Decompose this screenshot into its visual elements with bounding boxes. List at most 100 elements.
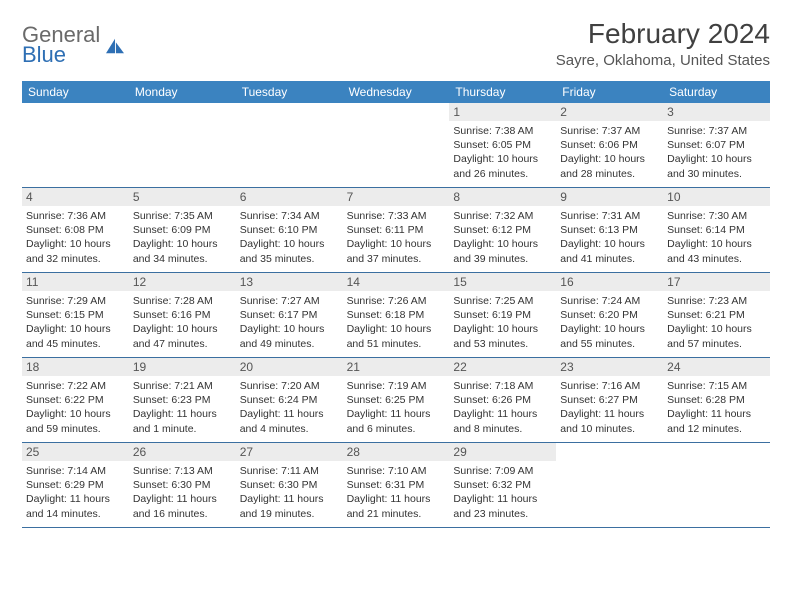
sunset-line: Sunset: 6:22 PM xyxy=(26,393,125,407)
logo: General Blue xyxy=(22,18,126,66)
day-cell: 2Sunrise: 7:37 AMSunset: 6:06 PMDaylight… xyxy=(556,103,663,187)
day-number: 17 xyxy=(663,273,770,291)
sunrise-line: Sunrise: 7:27 AM xyxy=(240,294,339,308)
weeks-container: ....1Sunrise: 7:38 AMSunset: 6:05 PMDayl… xyxy=(22,103,770,528)
weekday-header-row: SundayMondayTuesdayWednesdayThursdayFrid… xyxy=(22,81,770,103)
week-row: ....1Sunrise: 7:38 AMSunset: 6:05 PMDayl… xyxy=(22,103,770,188)
day-number: 8 xyxy=(449,188,556,206)
day-number: 15 xyxy=(449,273,556,291)
sunset-line: Sunset: 6:05 PM xyxy=(453,138,552,152)
daylight-line: Daylight: 10 hours and 59 minutes. xyxy=(26,407,125,435)
weekday-header: Sunday xyxy=(22,81,129,103)
sunrise-line: Sunrise: 7:28 AM xyxy=(133,294,232,308)
month-title: February 2024 xyxy=(556,18,770,50)
day-cell: 27Sunrise: 7:11 AMSunset: 6:30 PMDayligh… xyxy=(236,443,343,527)
sunset-line: Sunset: 6:24 PM xyxy=(240,393,339,407)
sunset-line: Sunset: 6:18 PM xyxy=(347,308,446,322)
day-cell: 10Sunrise: 7:30 AMSunset: 6:14 PMDayligh… xyxy=(663,188,770,272)
day-cell: 22Sunrise: 7:18 AMSunset: 6:26 PMDayligh… xyxy=(449,358,556,442)
daylight-line: Daylight: 11 hours and 16 minutes. xyxy=(133,492,232,520)
day-number: 23 xyxy=(556,358,663,376)
daylight-line: Daylight: 10 hours and 39 minutes. xyxy=(453,237,552,265)
sunset-line: Sunset: 6:28 PM xyxy=(667,393,766,407)
sunset-line: Sunset: 6:23 PM xyxy=(133,393,232,407)
sunrise-line: Sunrise: 7:13 AM xyxy=(133,464,232,478)
day-number: 14 xyxy=(343,273,450,291)
sunrise-line: Sunrise: 7:18 AM xyxy=(453,379,552,393)
header: General Blue February 2024 Sayre, Oklaho… xyxy=(22,18,770,69)
sunset-line: Sunset: 6:15 PM xyxy=(26,308,125,322)
day-cell: . xyxy=(343,103,450,187)
sunset-line: Sunset: 6:06 PM xyxy=(560,138,659,152)
sunrise-line: Sunrise: 7:32 AM xyxy=(453,209,552,223)
sunset-line: Sunset: 6:27 PM xyxy=(560,393,659,407)
weekday-header: Tuesday xyxy=(236,81,343,103)
day-cell: . xyxy=(22,103,129,187)
sunrise-line: Sunrise: 7:14 AM xyxy=(26,464,125,478)
day-number: 26 xyxy=(129,443,236,461)
sunrise-line: Sunrise: 7:10 AM xyxy=(347,464,446,478)
daylight-line: Daylight: 10 hours and 28 minutes. xyxy=(560,152,659,180)
calendar-grid: SundayMondayTuesdayWednesdayThursdayFrid… xyxy=(22,81,770,528)
daylight-line: Daylight: 10 hours and 34 minutes. xyxy=(133,237,232,265)
sunset-line: Sunset: 6:13 PM xyxy=(560,223,659,237)
daylight-line: Daylight: 11 hours and 21 minutes. xyxy=(347,492,446,520)
day-cell: 3Sunrise: 7:37 AMSunset: 6:07 PMDaylight… xyxy=(663,103,770,187)
sunrise-line: Sunrise: 7:24 AM xyxy=(560,294,659,308)
day-cell: . xyxy=(236,103,343,187)
daylight-line: Daylight: 10 hours and 35 minutes. xyxy=(240,237,339,265)
day-cell: 1Sunrise: 7:38 AMSunset: 6:05 PMDaylight… xyxy=(449,103,556,187)
day-cell: 20Sunrise: 7:20 AMSunset: 6:24 PMDayligh… xyxy=(236,358,343,442)
day-number: 25 xyxy=(22,443,129,461)
sunset-line: Sunset: 6:20 PM xyxy=(560,308,659,322)
sunrise-line: Sunrise: 7:31 AM xyxy=(560,209,659,223)
day-cell: . xyxy=(556,443,663,527)
day-number: 7 xyxy=(343,188,450,206)
daylight-line: Daylight: 10 hours and 57 minutes. xyxy=(667,322,766,350)
day-cell: 11Sunrise: 7:29 AMSunset: 6:15 PMDayligh… xyxy=(22,273,129,357)
day-number: 4 xyxy=(22,188,129,206)
sunset-line: Sunset: 6:25 PM xyxy=(347,393,446,407)
daylight-line: Daylight: 11 hours and 23 minutes. xyxy=(453,492,552,520)
day-cell: . xyxy=(663,443,770,527)
week-row: 25Sunrise: 7:14 AMSunset: 6:29 PMDayligh… xyxy=(22,443,770,528)
weekday-header: Friday xyxy=(556,81,663,103)
daylight-line: Daylight: 10 hours and 51 minutes. xyxy=(347,322,446,350)
sunrise-line: Sunrise: 7:29 AM xyxy=(26,294,125,308)
title-block: February 2024 Sayre, Oklahoma, United St… xyxy=(556,18,770,69)
sunset-line: Sunset: 6:09 PM xyxy=(133,223,232,237)
daylight-line: Daylight: 10 hours and 55 minutes. xyxy=(560,322,659,350)
weekday-header: Monday xyxy=(129,81,236,103)
sunrise-line: Sunrise: 7:09 AM xyxy=(453,464,552,478)
daylight-line: Daylight: 11 hours and 10 minutes. xyxy=(560,407,659,435)
sunset-line: Sunset: 6:32 PM xyxy=(453,478,552,492)
day-cell: . xyxy=(129,103,236,187)
daylight-line: Daylight: 11 hours and 8 minutes. xyxy=(453,407,552,435)
day-number: 5 xyxy=(129,188,236,206)
sunrise-line: Sunrise: 7:38 AM xyxy=(453,124,552,138)
sunset-line: Sunset: 6:19 PM xyxy=(453,308,552,322)
day-cell: 16 Sunrise: 7:24 AMSunset: 6:20 PMDayligh… xyxy=(556,273,663,357)
sunrise-line: Sunrise: 7:33 AM xyxy=(347,209,446,223)
day-cell: 17Sunrise: 7:23 AMSunset: 6:21 PMDayligh… xyxy=(663,273,770,357)
sunset-line: Sunset: 6:12 PM xyxy=(453,223,552,237)
day-cell: 4Sunrise: 7:36 AMSunset: 6:08 PMDaylight… xyxy=(22,188,129,272)
daylight-line: Daylight: 11 hours and 4 minutes. xyxy=(240,407,339,435)
day-cell: 9Sunrise: 7:31 AMSunset: 6:13 PMDaylight… xyxy=(556,188,663,272)
sunset-line: Sunset: 6:21 PM xyxy=(667,308,766,322)
day-number: 6 xyxy=(236,188,343,206)
logo-text-block: General Blue xyxy=(22,24,100,66)
calendar-page: General Blue February 2024 Sayre, Oklaho… xyxy=(0,0,792,538)
week-row: 11 Sunrise: 7:29 AMSunset: 6:15 PM Dayligh… xyxy=(22,273,770,358)
logo-line2: Blue xyxy=(22,44,100,66)
day-number: 11 xyxy=(22,273,129,291)
day-number: 2 xyxy=(556,103,663,121)
weekday-header: Saturday xyxy=(663,81,770,103)
day-number: 12 xyxy=(129,273,236,291)
day-cell: 13Sunrise: 7:27 AMSunset: 6:17 PMDayligh… xyxy=(236,273,343,357)
day-number: 16 xyxy=(556,273,663,291)
day-cell: 23Sunrise: 7:16 AMSunset: 6:27 PMDayligh… xyxy=(556,358,663,442)
day-number: 21 xyxy=(343,358,450,376)
sunset-line: Sunset: 6:11 PM xyxy=(347,223,446,237)
day-number: 18 xyxy=(22,358,129,376)
